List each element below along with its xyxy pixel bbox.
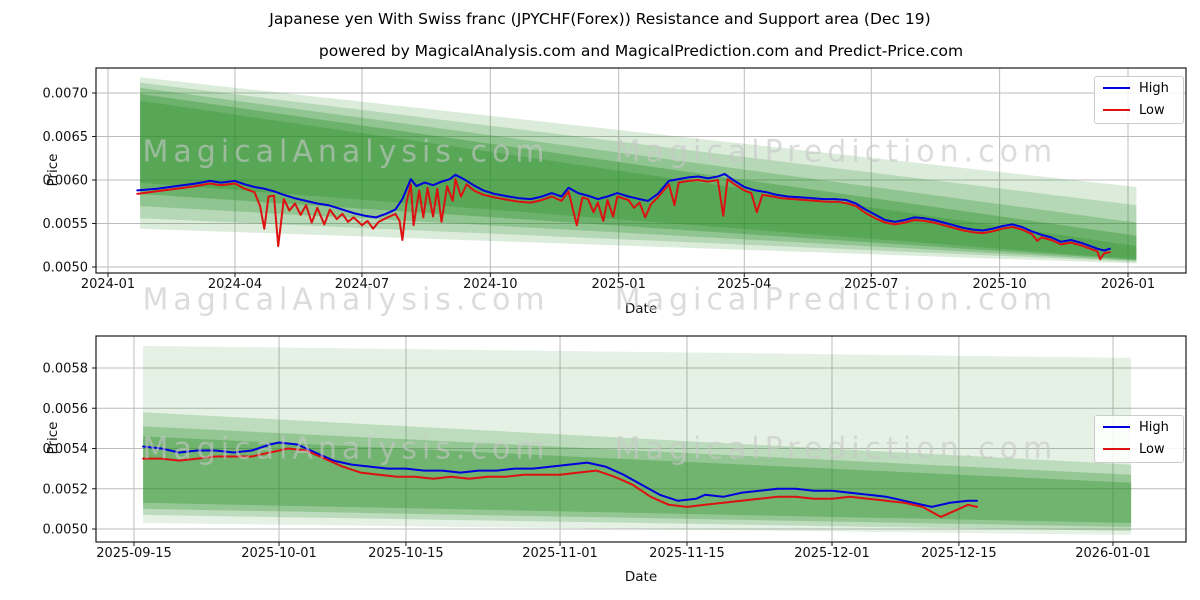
y-tick-label: 0.0050 [43,523,89,538]
legend-label-low: Low [1139,102,1165,118]
x-tick-label: 2024-01 [81,277,135,292]
legend-label-high: High [1139,80,1169,96]
support-resistance-band [143,345,1132,535]
x-tick-label: 2025-10-15 [368,546,444,561]
x-tick-label: 2025-10 [972,277,1026,292]
x-tick-label: 2025-11-01 [522,546,598,561]
x-tick-label: 2025-12-15 [921,546,997,561]
axis-spine [95,67,1187,274]
y-tick-label: 0.0054 [43,442,89,457]
legend-item-high: High [1095,416,1183,438]
y-tick-label: 0.0070 [43,87,89,102]
legend-item-low: Low [1095,438,1183,460]
support-resistance-band [140,93,1137,261]
legend-item-low: Low [1095,99,1183,121]
x-axis-label: Date [625,569,657,585]
high-line [142,441,978,508]
y-tick-label: 0.0055 [43,217,89,232]
x-tick-label: 2025-07 [844,277,898,292]
axis-spine [95,335,1187,543]
x-tick-label: 2024-04 [208,277,262,292]
high-line [136,172,1111,252]
y-tick-label: 0.0052 [43,482,89,497]
figure-title: Japanese yen With Swiss franc (JPYCHF(Fo… [269,10,931,28]
legend-bottom: High Low [1094,415,1184,463]
y-tick-label: 0.0058 [43,362,89,377]
high-line-swatch [1103,87,1130,89]
low-line [136,178,1111,261]
low-line-swatch [1103,109,1130,111]
high-line-swatch [1103,426,1130,428]
low-line [142,447,978,518]
legend-item-high: High [1095,77,1183,99]
x-tick-label: 2025-01 [592,277,646,292]
x-tick-label: 2024-07 [335,277,389,292]
legend-label-low: Low [1139,441,1165,457]
legend-label-high: High [1139,419,1169,435]
support-resistance-band [143,426,1132,527]
x-tick-label: 2025-09-15 [96,546,172,561]
y-axis-label: Price [45,154,61,187]
x-tick-label: 2026-01 [1101,277,1155,292]
x-tick-label: 2025-12-01 [794,546,870,561]
low-line-swatch [1103,448,1130,450]
x-tick-label: 2026-01-01 [1075,546,1151,561]
y-tick-label: 0.0065 [43,130,89,145]
legend-top: High Low [1094,76,1184,124]
y-axis-label: Price [45,422,61,455]
x-tick-label: 2024-10 [463,277,517,292]
figure-subtitle: powered by MagicalAnalysis.com and Magic… [318,42,964,60]
x-tick-label: 2025-04 [717,277,771,292]
y-tick-label: 0.0050 [43,261,89,276]
x-tick-label: 2025-10-01 [241,546,317,561]
y-tick-label: 0.0060 [43,174,89,189]
x-tick-label: 2025-11-15 [649,546,725,561]
x-axis-label: Date [625,301,657,317]
y-tick-label: 0.0056 [43,402,89,417]
